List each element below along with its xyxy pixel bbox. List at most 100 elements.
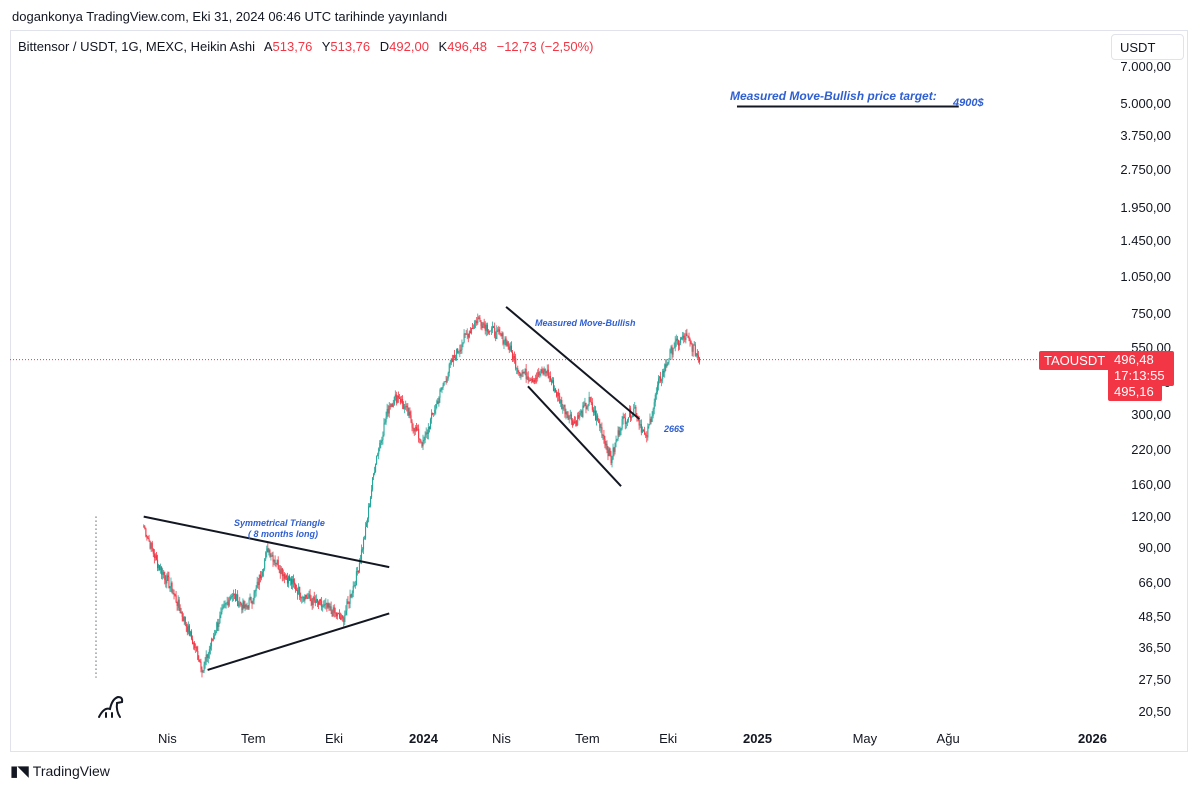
candle-body bbox=[604, 438, 606, 446]
candle-body bbox=[649, 418, 651, 425]
candle-body bbox=[279, 570, 281, 574]
candle-body bbox=[547, 369, 549, 378]
candle-body bbox=[230, 596, 232, 598]
candle-body bbox=[307, 597, 309, 599]
candle-body bbox=[271, 555, 273, 557]
footer-brand[interactable]: TradingView bbox=[32, 763, 110, 779]
candle-body bbox=[407, 407, 409, 416]
candle-body bbox=[388, 405, 390, 414]
candle-body bbox=[537, 372, 539, 379]
candle-body bbox=[342, 615, 344, 618]
target-value[interactable]: 4900$ bbox=[953, 97, 984, 109]
candle-body bbox=[254, 591, 256, 593]
open-value: 513,76 bbox=[272, 39, 313, 54]
candle-body bbox=[693, 344, 695, 346]
candle-body bbox=[486, 324, 488, 332]
candle-body bbox=[646, 435, 648, 438]
candle-body bbox=[266, 548, 268, 553]
candle-body bbox=[168, 577, 170, 589]
price-tick: 1.050,00 bbox=[1120, 268, 1171, 284]
candle-body bbox=[441, 387, 443, 389]
candle-body bbox=[527, 376, 529, 381]
candle-body bbox=[456, 348, 458, 360]
candle-body bbox=[450, 358, 452, 364]
footer: ▮◥ TradingView bbox=[10, 762, 110, 780]
candle-body bbox=[556, 391, 558, 397]
candle-body bbox=[442, 385, 444, 388]
target-label[interactable]: Measured Move-Bullish price target: bbox=[730, 89, 937, 103]
candle-body bbox=[382, 435, 384, 440]
candle-body bbox=[519, 372, 521, 377]
candle-body bbox=[549, 376, 551, 381]
candle-body bbox=[143, 526, 145, 528]
dino-icon[interactable] bbox=[96, 693, 126, 728]
candle-body bbox=[513, 355, 515, 360]
breakout-label[interactable]: 266$ bbox=[664, 424, 685, 434]
triangle-upper bbox=[143, 515, 390, 569]
candle-body bbox=[524, 368, 526, 373]
candle-body bbox=[163, 572, 165, 575]
candle-body bbox=[689, 339, 691, 342]
candle-body bbox=[327, 603, 329, 608]
candle-body bbox=[568, 415, 570, 420]
triangle-label[interactable]: Symmetrical Triangle bbox=[234, 518, 325, 528]
flag-label[interactable]: Measured Move-Bullish bbox=[535, 318, 636, 328]
candle-body bbox=[531, 378, 533, 382]
candle-body bbox=[651, 415, 653, 422]
candle-body bbox=[542, 371, 544, 374]
candle-body bbox=[625, 422, 627, 424]
candle-body bbox=[181, 611, 183, 617]
candle-body bbox=[378, 448, 380, 455]
price-tick: 220,00 bbox=[1131, 441, 1171, 457]
candle-body bbox=[176, 602, 178, 606]
candle-body bbox=[295, 584, 297, 590]
candle-body bbox=[666, 363, 668, 367]
candle-body bbox=[235, 594, 237, 601]
price-tick: 160,00 bbox=[1131, 476, 1171, 492]
candle-body bbox=[214, 634, 216, 637]
symbol-description[interactable]: Bittensor / USDT, 1G, MEXC, Heikin Ashi bbox=[18, 39, 255, 54]
candle-body bbox=[654, 394, 656, 403]
candle-body bbox=[631, 416, 633, 419]
candle-body bbox=[685, 333, 687, 340]
time-tick: 2026 bbox=[1078, 731, 1107, 746]
candle-body bbox=[249, 596, 251, 600]
candle-body bbox=[677, 340, 680, 346]
price-tick: 750,00 bbox=[1131, 305, 1171, 321]
candle-body bbox=[617, 430, 619, 439]
candle-body bbox=[150, 542, 152, 549]
candle-body bbox=[404, 406, 406, 409]
triangle-sublabel[interactable]: ( 8 months long) bbox=[248, 529, 318, 539]
candle-body bbox=[665, 364, 667, 367]
candle-body bbox=[171, 582, 173, 594]
candle-body bbox=[296, 589, 298, 591]
candle-body bbox=[664, 364, 666, 373]
candle-body bbox=[696, 353, 698, 356]
candle-body bbox=[650, 418, 652, 422]
candle-body bbox=[402, 399, 404, 404]
candle-body bbox=[468, 331, 470, 338]
candle-body bbox=[621, 419, 623, 429]
candle-body bbox=[447, 372, 449, 379]
candle-body bbox=[611, 459, 613, 463]
candle-body bbox=[466, 333, 468, 335]
candle-body bbox=[491, 328, 493, 331]
change-value: −12,73 (−2,50%) bbox=[496, 39, 594, 54]
candle-body bbox=[333, 607, 335, 613]
candle-body bbox=[457, 348, 459, 353]
candle-body bbox=[232, 593, 235, 596]
candle-body bbox=[576, 420, 578, 426]
time-tick: May bbox=[852, 731, 878, 746]
candle-body bbox=[458, 351, 460, 353]
candle-body bbox=[202, 670, 204, 673]
candle-body bbox=[605, 443, 607, 446]
candle-body bbox=[391, 403, 393, 407]
candle-body bbox=[297, 590, 299, 595]
candle-body bbox=[161, 567, 163, 575]
candle-body bbox=[445, 381, 447, 383]
currency-button[interactable]: USDT bbox=[1111, 34, 1184, 60]
candle-body bbox=[157, 559, 159, 569]
candle-body bbox=[544, 369, 546, 372]
candle-body bbox=[671, 346, 673, 355]
